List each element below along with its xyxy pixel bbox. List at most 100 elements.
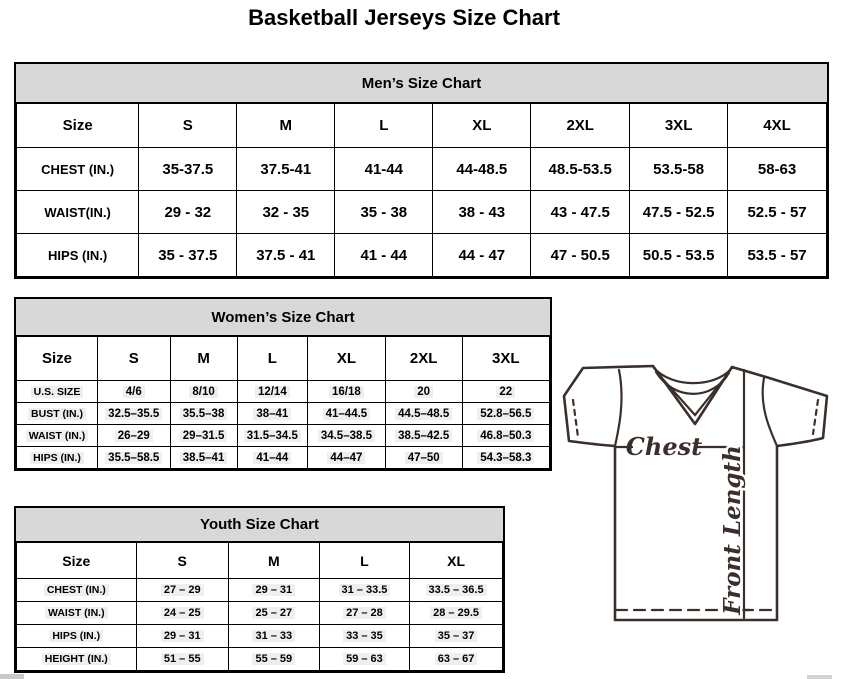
cell-value-text: 53.5-58 <box>653 160 705 178</box>
cell-value-text: 44–47 <box>327 451 366 464</box>
womens-value-cell: 20 <box>384 380 463 403</box>
column-header-text: L <box>360 552 369 569</box>
womens-value-cell: 38.5–41 <box>169 446 238 469</box>
cell-value-text: 31 – 33 <box>252 630 296 642</box>
mens-column-header: 2XL <box>530 103 631 148</box>
youth-row-label: HIPS (IN.) <box>16 624 137 648</box>
cell-value-text: 32 - 35 <box>262 203 310 221</box>
mens-row-label: CHEST (IN.) <box>15 147 140 191</box>
mens-value-cell: 38 - 43 <box>432 190 532 234</box>
youth-row-label: HEIGHT (IN.) <box>16 647 137 671</box>
column-header-text: M <box>197 350 210 367</box>
row-label-text: HIPS (IN.) <box>30 451 84 464</box>
youth-header-row: Size S M L XL <box>16 542 503 579</box>
cell-value-text: 35.5–58.5 <box>105 451 163 464</box>
mens-column-header: L <box>334 103 434 148</box>
cell-value-text: 47.5 - 52.5 <box>642 203 715 221</box>
column-header-text: L <box>267 350 277 367</box>
womens-column-header: 2XL <box>384 336 463 381</box>
youth-column-header: S <box>135 542 229 579</box>
cell-value-text: 46.8–50.3 <box>477 429 535 442</box>
cell-value-text: 20 <box>414 385 434 398</box>
column-header-text: XL <box>336 350 356 367</box>
womens-size-table: Size S M L XL 2XL 3XL U.S. SIZE 4/6 8/10 12/14 16/… <box>15 336 551 469</box>
cell-value-text: 12/14 <box>254 385 290 398</box>
cell-value-text: 47 - 50.5 <box>550 246 610 264</box>
youth-data-row: WAIST (IN.) 24 – 25 25 – 27 27 – 28 28 – 29.… <box>16 601 503 625</box>
youth-value-cell: 55 – 59 <box>227 647 320 671</box>
mens-row-label: WAIST(IN.) <box>15 190 140 234</box>
horizontal-scrollbar-fragment-left[interactable] <box>0 674 24 679</box>
cell-value-text: 38–41 <box>253 407 292 420</box>
womens-value-cell: 26–29 <box>97 424 171 447</box>
row-label-text: CHEST (IN.) <box>43 584 109 596</box>
mens-value-cell: 53.5 - 57 <box>727 233 827 277</box>
youth-column-header: XL <box>409 542 503 579</box>
womens-row-label: HIPS (IN.) <box>15 446 99 469</box>
column-header-text: Size <box>62 117 93 134</box>
cell-value-text: 44 - 47 <box>458 246 506 264</box>
cell-value-text: 16/18 <box>329 385 364 398</box>
womens-value-cell: 32.5–35.5 <box>97 402 171 425</box>
collar-band-line-1 <box>652 366 733 385</box>
row-label-text: BUST (IN.) <box>28 407 86 420</box>
womens-value-cell: 31.5–34.5 <box>236 424 309 447</box>
mens-size-table: Size S M L XL 2XL 3XL 4XL CHEST (IN.) 35-37.5 37.… <box>15 103 827 277</box>
womens-row-label: BUST (IN.) <box>15 402 99 425</box>
womens-column-header: XL <box>307 336 386 381</box>
cell-value-text: 29 – 31 <box>252 584 296 596</box>
youth-size-table: Size S M L XL CHEST (IN.) 27 – 29 29 – 31 31 – … <box>16 542 503 671</box>
youth-value-cell: 27 – 29 <box>135 578 229 602</box>
row-label-text: HIPS (IN.) <box>48 247 108 263</box>
womens-value-cell: 4/6 <box>97 380 171 403</box>
mens-value-cell: 35 - 38 <box>334 190 434 234</box>
left-cuff-dashed-line <box>571 398 580 439</box>
cell-value-text: 63 – 67 <box>434 653 478 665</box>
cell-value-text: 41–44 <box>253 451 292 464</box>
column-header-text: S <box>177 552 187 569</box>
youth-value-cell: 33 – 35 <box>318 624 411 648</box>
mens-value-cell: 47.5 - 52.5 <box>629 190 729 234</box>
cell-value-text: 54.3–58.3 <box>477 451 535 464</box>
womens-value-cell: 34.5–38.5 <box>307 424 386 447</box>
cell-value-text: 37.5 - 41 <box>256 246 316 264</box>
mens-column-header: Size <box>15 103 140 148</box>
youth-value-cell: 59 – 63 <box>318 647 411 671</box>
cell-value-text: 26–29 <box>114 429 153 442</box>
youth-value-cell: 28 – 29.5 <box>409 601 503 625</box>
column-header-text: 4XL <box>763 117 791 134</box>
cell-value-text: 44.5–48.5 <box>395 407 453 420</box>
womens-value-cell: 8/10 <box>169 380 238 403</box>
mens-value-cell: 43 - 47.5 <box>530 190 631 234</box>
mens-column-header: 3XL <box>629 103 729 148</box>
womens-value-cell: 38–41 <box>236 402 309 425</box>
cell-value-text: 33 – 35 <box>343 630 386 642</box>
horizontal-scrollbar-fragment-right[interactable] <box>807 675 832 679</box>
cell-value-text: 55 – 59 <box>252 653 296 665</box>
womens-column-header: M <box>169 336 238 381</box>
column-header-text: Size <box>42 350 73 367</box>
womens-row-label: U.S. SIZE <box>15 380 99 403</box>
mens-value-cell: 53.5-58 <box>629 147 729 191</box>
mens-column-header: 4XL <box>727 103 827 148</box>
cell-value-text: 44-48.5 <box>456 160 508 178</box>
cell-value-text: 35-37.5 <box>162 160 214 178</box>
womens-value-cell: 22 <box>461 380 551 403</box>
row-label-text: HIPS (IN.) <box>49 630 104 642</box>
womens-value-cell: 38.5–42.5 <box>384 424 463 447</box>
youth-column-header: Size <box>16 542 137 579</box>
womens-value-cell: 44.5–48.5 <box>384 402 463 425</box>
cell-value-text: 38.5–41 <box>179 451 228 464</box>
youth-column-header: L <box>318 542 411 579</box>
womens-value-cell: 44–47 <box>307 446 386 469</box>
column-header-text: M <box>267 552 280 569</box>
cell-value-text: 38.5–42.5 <box>395 429 453 442</box>
womens-column-header: 3XL <box>461 336 551 381</box>
youth-data-row: CHEST (IN.) 27 – 29 29 – 31 31 – 33.5 33.5 –… <box>16 578 503 602</box>
cell-value-text: 31.5–34.5 <box>243 429 301 442</box>
cell-value-text: 41-44 <box>364 160 403 178</box>
right-cuff-dashed-line <box>811 398 820 436</box>
cell-value-text: 35 - 38 <box>360 203 408 221</box>
youth-row-label: CHEST (IN.) <box>16 578 137 602</box>
cell-value-text: 27 – 29 <box>160 584 204 596</box>
